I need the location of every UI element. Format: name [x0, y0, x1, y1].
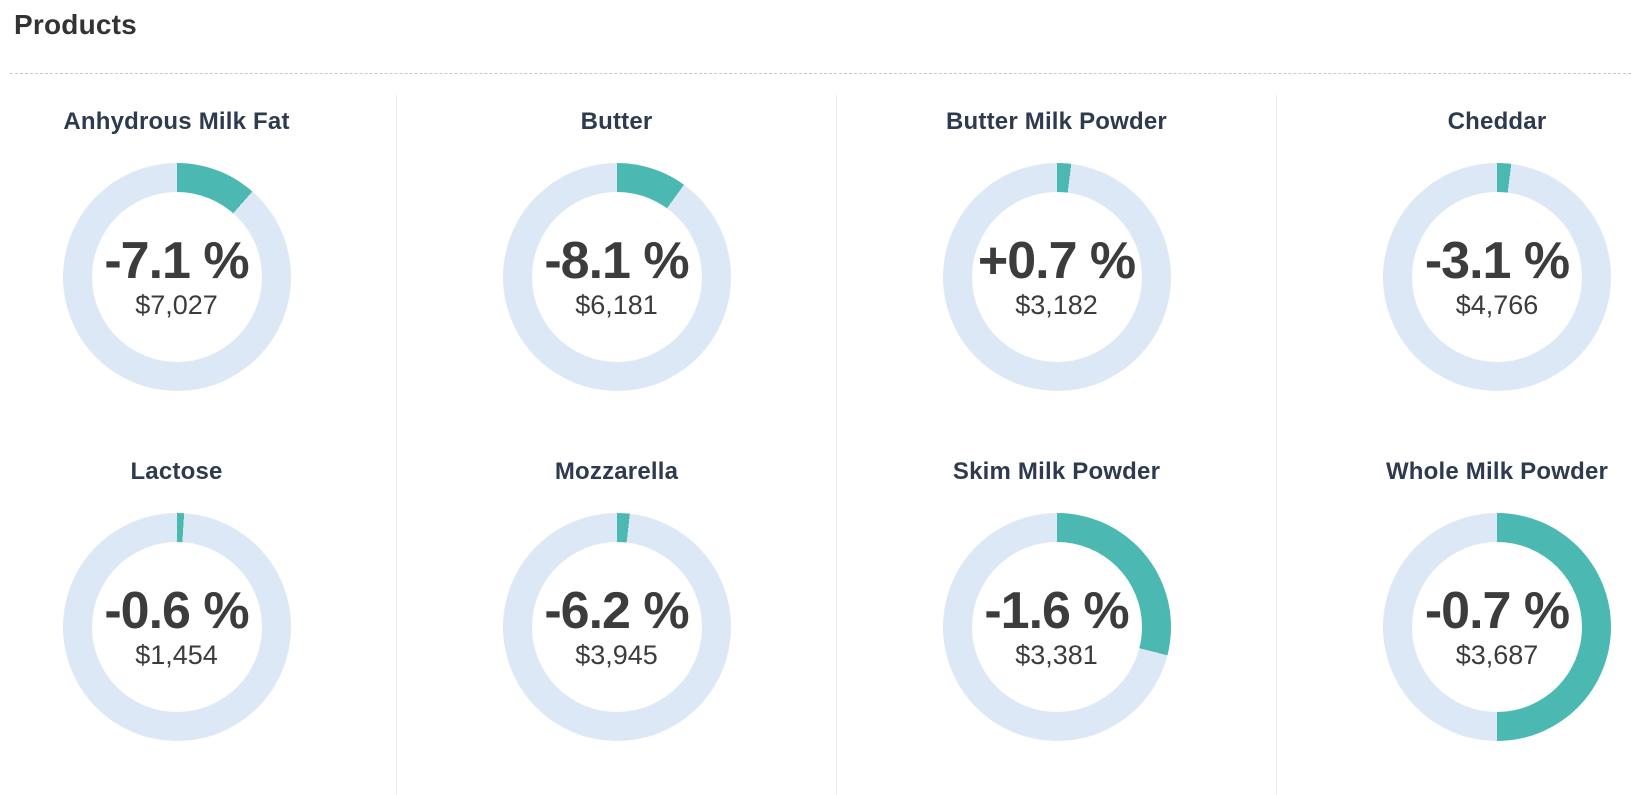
product-card-anhydrous-milk-fat: Anhydrous Milk Fat -7.1 % $7,027 [0, 95, 397, 445]
product-title: Lactose [130, 458, 223, 485]
price-value: $1,454 [135, 639, 218, 670]
change-percent: -0.6 % [104, 581, 249, 640]
donut-center: -7.1 % $7,027 [91, 192, 262, 362]
donut-chart[interactable]: +0.7 % $3,182 [942, 163, 1171, 391]
change-percent: +0.7 % [977, 231, 1136, 290]
product-title: Butter Milk Powder [946, 108, 1167, 135]
donut-center: -1.6 % $3,381 [971, 542, 1142, 712]
donut-center: -6.2 % $3,945 [531, 542, 702, 712]
change-percent: -3.1 % [1424, 231, 1570, 290]
product-title: Whole Milk Powder [1385, 458, 1609, 485]
donut-chart[interactable]: -7.1 % $7,027 [62, 163, 291, 391]
price-value: $3,945 [575, 639, 658, 670]
price-value: $3,182 [1015, 289, 1098, 320]
price-value: $3,687 [1455, 639, 1539, 670]
donut-chart[interactable]: -8.1 % $6,181 [502, 163, 731, 391]
product-card-cheddar: Cheddar -3.1 % $4,766 [1277, 95, 1631, 445]
price-value: $7,027 [135, 289, 218, 320]
product-card-skim-milk-powder: Skim Milk Powder -1.6 % $3,381 [837, 445, 1277, 795]
donut-center: -8.1 % $6,181 [531, 192, 702, 362]
change-percent: -6.2 % [544, 581, 689, 640]
donut-center: -3.1 % $4,766 [1412, 192, 1582, 362]
section-divider [10, 73, 1631, 74]
donut-center: -0.6 % $1,454 [91, 542, 262, 712]
change-percent: -8.1 % [544, 231, 689, 290]
product-title: Skim Milk Powder [952, 458, 1161, 485]
donut-chart[interactable]: -3.1 % $4,766 [1383, 163, 1611, 391]
price-value: $6,181 [575, 289, 658, 320]
product-title: Cheddar [1447, 108, 1547, 135]
change-percent: -1.6 % [984, 581, 1129, 640]
donut-chart[interactable]: -0.6 % $1,454 [62, 513, 291, 741]
change-percent: -0.7 % [1424, 581, 1570, 640]
products-grid: Anhydrous Milk Fat -7.1 % $7,027 Butter … [0, 95, 1631, 795]
donut-chart[interactable]: -1.6 % $3,381 [942, 513, 1171, 741]
donut-chart[interactable]: -0.7 % $3,687 [1383, 513, 1611, 741]
product-title: Anhydrous Milk Fat [63, 108, 290, 135]
product-card-whole-milk-powder: Whole Milk Powder -0.7 % $3,687 [1277, 445, 1631, 795]
product-card-lactose: Lactose -0.6 % $1,454 [0, 445, 397, 795]
page-header: Products [0, 0, 1631, 42]
price-value: $3,381 [1015, 639, 1098, 670]
donut-center: -0.7 % $3,687 [1412, 542, 1582, 712]
product-card-butter: Butter -8.1 % $6,181 [397, 95, 837, 445]
donut-chart[interactable]: -6.2 % $3,945 [502, 513, 731, 741]
product-title: Butter [580, 108, 653, 135]
change-percent: -7.1 % [104, 231, 249, 290]
product-card-butter-milk-powder: Butter Milk Powder +0.7 % $3,182 [837, 95, 1277, 445]
page-title: Products [14, 9, 137, 40]
product-title: Mozzarella [554, 458, 679, 485]
price-value: $4,766 [1455, 289, 1539, 320]
product-card-mozzarella: Mozzarella -6.2 % $3,945 [397, 445, 837, 795]
donut-center: +0.7 % $3,182 [971, 192, 1142, 362]
